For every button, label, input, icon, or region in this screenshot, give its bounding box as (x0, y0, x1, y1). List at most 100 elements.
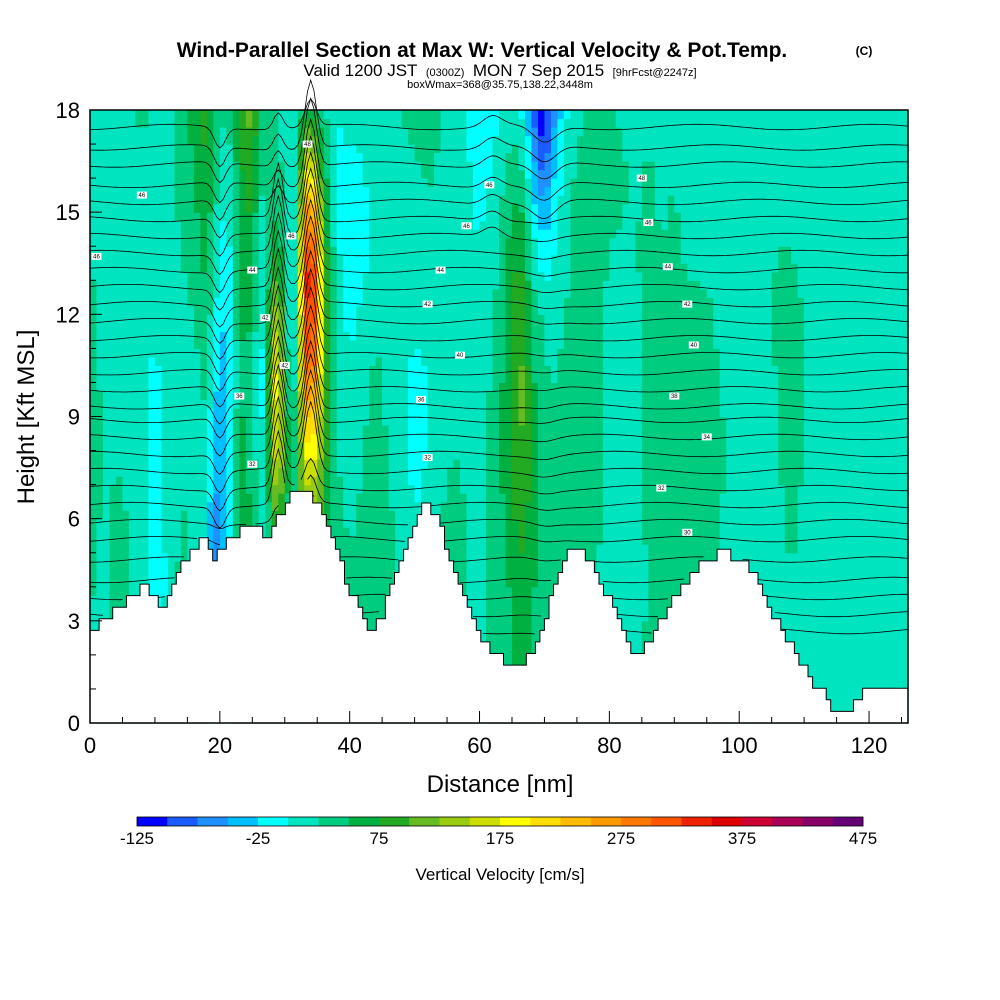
velocity-cell (466, 331, 474, 341)
velocity-cell (232, 144, 240, 154)
velocity-cell (252, 280, 260, 290)
velocity-cell (531, 297, 539, 307)
velocity-cell (440, 237, 448, 247)
velocity-cell (388, 161, 396, 171)
velocity-cell (492, 161, 500, 171)
velocity-cell (434, 288, 442, 298)
velocity-cell (343, 578, 351, 588)
velocity-cell (128, 450, 137, 460)
velocity-cell (148, 271, 156, 281)
velocity-cell (408, 407, 416, 418)
velocity-cell (460, 195, 468, 205)
velocity-cell (375, 246, 383, 256)
velocity-cell (395, 271, 403, 281)
velocity-cell (479, 484, 487, 494)
velocity-cell (336, 510, 344, 520)
velocity-cell (453, 237, 461, 247)
velocity-cell (511, 382, 520, 392)
velocity-cell (226, 373, 234, 384)
velocity-cell (265, 390, 273, 401)
velocity-cell (265, 195, 273, 205)
velocity-cell (206, 373, 214, 384)
velocity-cell (102, 288, 111, 298)
velocity-cell (499, 237, 507, 247)
velocity-cell (499, 203, 507, 213)
velocity-cell (531, 569, 539, 579)
velocity-cell (200, 348, 208, 358)
velocity-cell (135, 305, 143, 315)
velocity-cell (187, 161, 195, 171)
velocity-cell (492, 288, 500, 298)
velocity-cell (239, 161, 247, 171)
velocity-cell (440, 442, 448, 452)
velocity-cell (447, 467, 455, 477)
velocity-cell (349, 407, 357, 418)
velocity-cell (180, 263, 188, 273)
velocity-cell (90, 305, 98, 315)
velocity-cell (232, 161, 240, 171)
velocity-cell (193, 407, 201, 418)
velocity-cell (434, 314, 442, 324)
velocity-cell (174, 288, 182, 298)
velocity-cell (453, 152, 461, 162)
velocity-cell (349, 118, 357, 128)
velocity-cell (200, 246, 208, 256)
velocity-cell (427, 339, 435, 349)
velocity-cell (187, 535, 195, 545)
velocity-cell (206, 135, 214, 145)
velocity-cell (343, 229, 351, 239)
velocity-cell (135, 110, 143, 120)
velocity-cell (434, 237, 442, 247)
velocity-cell (492, 356, 500, 367)
velocity-cell (388, 416, 396, 426)
velocity-cell (226, 365, 234, 375)
velocity-cell (531, 263, 539, 273)
velocity-cell (200, 450, 208, 460)
velocity-cell (174, 237, 182, 247)
velocity-cell (206, 425, 214, 435)
velocity-cell (447, 433, 455, 443)
velocity-cell (226, 254, 234, 264)
velocity-cell (343, 322, 351, 332)
velocity-cell (90, 493, 98, 503)
velocity-cell (213, 433, 221, 443)
velocity-cell (128, 373, 137, 384)
velocity-cell (226, 220, 234, 230)
velocity-cell (115, 288, 124, 298)
velocity-cell (109, 518, 117, 528)
velocity-cell (362, 288, 370, 298)
velocity-cell (102, 544, 111, 554)
velocity-cell (180, 178, 188, 188)
velocity-cell (167, 212, 175, 222)
velocity-cell (291, 416, 299, 426)
velocity-cell (226, 280, 234, 290)
velocity-cell (258, 339, 266, 349)
velocity-cell (524, 459, 533, 469)
velocity-cell (148, 195, 156, 205)
velocity-cell (473, 195, 481, 205)
velocity-cell (109, 510, 117, 520)
velocity-cell (317, 254, 325, 264)
velocity-cell (492, 493, 500, 503)
velocity-cell (154, 161, 163, 171)
velocity-cell (102, 459, 111, 469)
velocity-cell (401, 535, 409, 545)
velocity-cell (284, 322, 292, 332)
velocity-cell (206, 288, 214, 298)
velocity-cell (304, 169, 312, 179)
velocity-cell (479, 459, 487, 469)
velocity-cell (161, 186, 169, 196)
velocity-cell (206, 144, 214, 154)
velocity-cell (90, 467, 98, 477)
velocity-cell (421, 263, 429, 273)
velocity-cell (414, 288, 422, 298)
velocity-cell (388, 390, 396, 401)
velocity-cell (505, 484, 513, 494)
velocity-cell (447, 288, 455, 298)
velocity-cell (115, 390, 124, 401)
velocity-cell (232, 450, 240, 460)
velocity-cell (291, 322, 299, 332)
velocity-cell (161, 280, 169, 290)
velocity-cell (447, 382, 455, 392)
velocity-cell (297, 425, 305, 435)
